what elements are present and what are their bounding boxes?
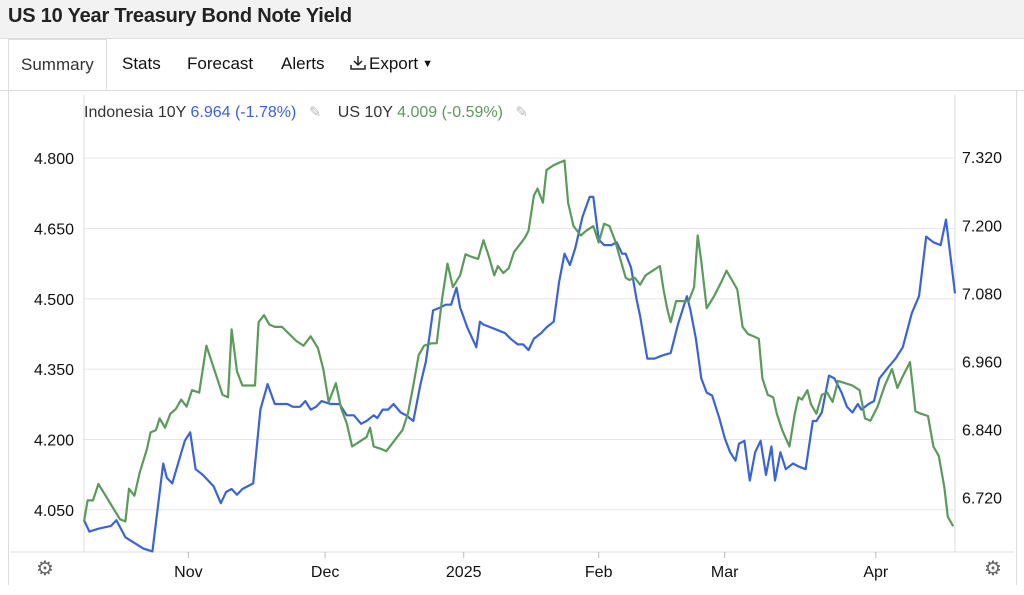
download-icon (349, 39, 369, 89)
right-axis-gear-icon[interactable]: ⚙ (984, 558, 1002, 580)
pencil-icon[interactable]: ✎ (308, 104, 322, 121)
page-title: US 10 Year Treasury Bond Note Yield (8, 5, 352, 27)
legend-indonesia-value: 6.964 (-1.78%) (190, 104, 297, 121)
x-tick-label: 2025 (446, 564, 482, 581)
caret-down-icon: ▼ (422, 58, 434, 70)
right-tick-label: 6.840 (962, 422, 1002, 439)
chart-frame (8, 90, 1017, 585)
series-line-indonesia (83, 195, 957, 553)
series-line-us (82, 159, 955, 527)
tab-export[interactable]: Export ▼ (349, 39, 433, 89)
x-tick-label: Nov (174, 564, 202, 581)
left-tick-label: 4.800 (34, 151, 74, 168)
x-tick-label: Mar (711, 564, 739, 581)
tab-bar: Summary Stats Forecast Alerts Export ▼ (0, 39, 1024, 91)
left-tick-label: 4.200 (34, 432, 74, 449)
x-tick-label: Feb (585, 564, 613, 581)
legend-us-name: US 10Y (337, 104, 393, 121)
x-tick-label: Apr (863, 564, 889, 581)
export-label: Export (369, 54, 419, 73)
left-tick-label: 4.350 (34, 362, 74, 379)
x-tick-label: Dec (311, 564, 339, 581)
legend-us-value: 4.009 (-0.59%) (397, 104, 503, 121)
right-tick-label: 7.320 (962, 150, 1002, 167)
left-axis-gear-icon[interactable]: ⚙ (36, 558, 54, 580)
right-tick-label: 6.720 (962, 491, 1002, 508)
legend-item-us[interactable]: US 10Y 4.009 (-0.59%) ✎ (338, 103, 528, 122)
legend: Indonesia 10Y 6.964 (-1.78%) ✎ US 10Y 4.… (84, 103, 540, 122)
tab-alerts[interactable]: Alerts (281, 54, 325, 73)
right-tick-label: 7.200 (962, 218, 1002, 235)
left-tick-label: 4.050 (34, 503, 74, 520)
title-bar: US 10 Year Treasury Bond Note Yield (0, 0, 1024, 39)
right-tick-label: 6.960 (962, 354, 1002, 371)
legend-indonesia-name: Indonesia 10Y (84, 104, 187, 121)
left-tick-label: 4.500 (34, 292, 74, 309)
left-tick-label: 4.650 (34, 221, 74, 238)
legend-item-indonesia[interactable]: Indonesia 10Y 6.964 (-1.78%) ✎ (84, 103, 321, 122)
right-tick-label: 7.080 (962, 286, 1002, 303)
tab-stats[interactable]: Stats (122, 54, 161, 73)
pencil-icon[interactable]: ✎ (515, 104, 528, 121)
tab-summary[interactable]: Summary (8, 39, 107, 90)
tab-forecast[interactable]: Forecast (187, 54, 254, 73)
